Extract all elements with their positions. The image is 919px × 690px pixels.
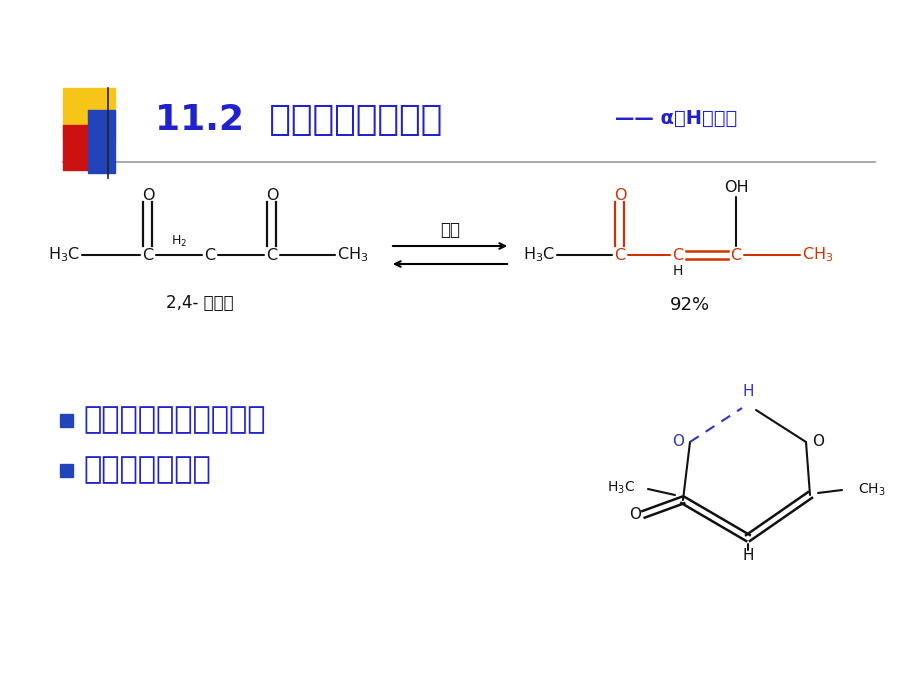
Text: H$_2$: H$_2$ [171, 233, 187, 248]
Text: OH: OH [723, 181, 747, 195]
Text: H$_3$C: H$_3$C [607, 480, 634, 496]
Text: C: C [672, 248, 683, 262]
Text: O: O [629, 507, 641, 522]
Text: 参与反应结构是烯醇式: 参与反应结构是烯醇式 [83, 406, 266, 435]
Bar [62, 125, 105, 170]
Text: CH$_3$: CH$_3$ [857, 482, 885, 498]
Text: CH$_3$: CH$_3$ [801, 246, 833, 264]
Text: 11.2  醛、酮的化学性质: 11.2 醛、酮的化学性质 [154, 103, 442, 137]
Text: O: O [671, 435, 683, 449]
Text: O: O [613, 188, 626, 202]
Text: 2,4- 戊二酮: 2,4- 戊二酮 [166, 294, 233, 312]
Bar [62, 88, 115, 140]
Text: H$_3$C: H$_3$C [48, 246, 80, 264]
Text: C: C [730, 248, 741, 262]
Text: H: H [672, 264, 683, 278]
Text: —— α－H的反应: —— α－H的反应 [614, 108, 736, 128]
Text: CH$_3$: CH$_3$ [336, 246, 369, 264]
Bar [60, 414, 73, 427]
Text: 己烷: 己烷 [439, 221, 460, 239]
Text: H: H [742, 549, 753, 564]
Text: H: H [742, 384, 753, 400]
Text: C: C [142, 248, 153, 262]
Text: 92%: 92% [669, 296, 709, 314]
Bar [88, 110, 115, 173]
Text: O: O [811, 435, 823, 449]
Text: O: O [266, 188, 278, 202]
Text: C: C [614, 248, 625, 262]
Bar [60, 464, 73, 477]
Text: 酸或碱作催化剂: 酸或碱作催化剂 [83, 455, 210, 484]
Text: O: O [142, 188, 154, 202]
Text: C: C [267, 248, 278, 262]
Text: H$_3$C: H$_3$C [522, 246, 554, 264]
Text: C: C [204, 248, 215, 262]
